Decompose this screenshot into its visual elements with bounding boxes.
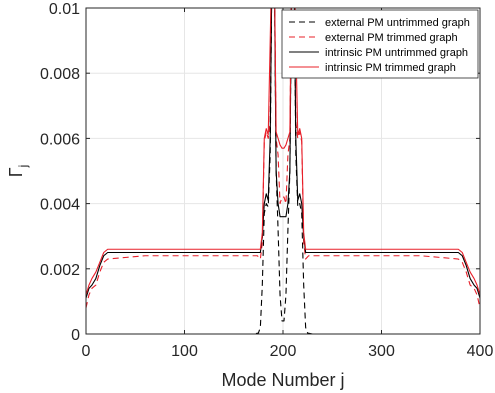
x-tick-label: 400 (467, 343, 494, 360)
y-tick-label: 0.002 (40, 262, 80, 279)
legend: external PM untrimmed graph external PM t… (281, 9, 479, 79)
x-tick-label: 300 (368, 343, 395, 360)
legend-label-3: intrinsic PM untrimmed graph (325, 47, 468, 59)
y-tick-label: 0.004 (40, 197, 80, 214)
y-tick-label: 0 (71, 327, 80, 344)
x-tick-label: 0 (82, 343, 91, 360)
x-tick-labels: 0 100 200 300 400 (82, 343, 494, 360)
y-tick-label: 0.01 (49, 1, 80, 18)
y-tick-label: 0.008 (40, 66, 80, 83)
legend-label-4: intrinsic PM trimmed graph (325, 62, 456, 74)
y-tick-label: 0.006 (40, 131, 80, 148)
series-line-4 (86, 8, 480, 296)
y-tick-labels: 0 0.002 0.004 0.006 0.008 0.01 (40, 1, 80, 344)
series-lines (86, 8, 480, 334)
series-line-3 (86, 8, 480, 299)
series-line-2 (86, 8, 480, 309)
x-tick-label: 200 (270, 343, 297, 360)
legend-label-2: external PM trimmed graph (325, 32, 458, 44)
legend-label-1: external PM untrimmed graph (325, 17, 470, 29)
x-axis-label: Mode Number j (221, 370, 344, 390)
y-axis-label-subscript: j (16, 165, 30, 169)
y-axis-label: Γj (6, 165, 30, 178)
series-line-1 (86, 8, 480, 334)
x-tick-label: 100 (171, 343, 198, 360)
y-axis-label-main: Γ (6, 167, 26, 177)
